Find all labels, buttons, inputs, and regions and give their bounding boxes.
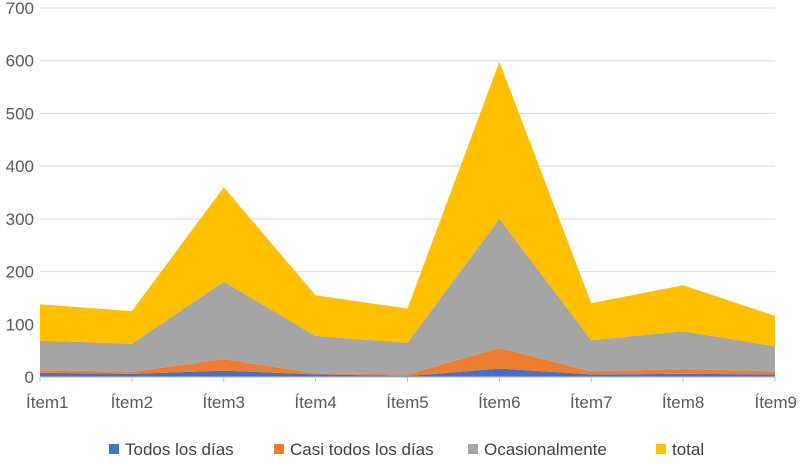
legend-item-casi-todos-los-dias: Casi todos los días	[274, 440, 434, 459]
x-tick-label: Ítem4	[294, 393, 337, 412]
x-tick-label: Ítem1	[26, 393, 69, 412]
y-tick-label: 400	[6, 157, 34, 176]
area-casi-todos-los-dias	[40, 348, 775, 376]
y-tick-label: 200	[6, 263, 34, 282]
legend-swatch	[109, 444, 119, 454]
y-tick-label: 100	[6, 315, 34, 334]
x-tick-label: Ítem6	[478, 393, 521, 412]
legend-item-ocasionalmente: Ocasionalmente	[468, 440, 607, 459]
legend-label: Todos los días	[125, 440, 234, 459]
y-tick-label: 0	[25, 368, 34, 387]
legend-label: Casi todos los días	[290, 440, 434, 459]
x-tick-label: Ítem7	[570, 393, 613, 412]
y-tick-label: 300	[6, 210, 34, 229]
x-tick-label: Ítem9	[754, 393, 797, 412]
axes: 0 100 200 300 400 500 600 700 Ítem1 Ítem2 Ítem3 Íte…	[6, 0, 797, 412]
legend-swatch	[468, 444, 478, 454]
area-series-group	[40, 61, 775, 377]
y-tick-label: 700	[6, 0, 34, 18]
legend-item-todos-los-dias: Todos los días	[109, 440, 234, 459]
area-total	[40, 61, 775, 347]
x-tick-label: Ítem2	[111, 393, 154, 412]
x-tick-label: Ítem5	[386, 393, 429, 412]
area-ocasionalmente	[40, 218, 775, 375]
legend-label: total	[672, 440, 704, 459]
y-tick-label: 600	[6, 52, 34, 71]
x-tick-label: Ítem3	[202, 393, 245, 412]
x-tick-label: Ítem8	[662, 393, 705, 412]
y-tick-label: 500	[6, 104, 34, 123]
legend-item-total: total	[656, 440, 704, 459]
legend-swatch	[656, 444, 666, 454]
legend: Todos los días Casi todos los días Ocasion…	[109, 440, 704, 459]
legend-label: Ocasionalmente	[484, 440, 607, 459]
legend-swatch	[274, 444, 284, 454]
